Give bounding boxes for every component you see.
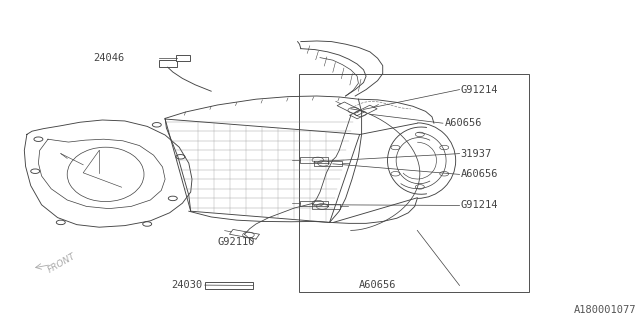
Text: A60656: A60656 <box>445 118 483 128</box>
Text: G92110: G92110 <box>218 236 255 247</box>
FancyBboxPatch shape <box>205 282 253 289</box>
Text: G91214: G91214 <box>461 200 499 211</box>
FancyBboxPatch shape <box>176 55 190 61</box>
Text: G91214: G91214 <box>461 84 499 95</box>
Text: A60656: A60656 <box>358 280 396 291</box>
Text: A180001077: A180001077 <box>574 305 637 315</box>
Text: FRONT: FRONT <box>46 252 77 275</box>
Text: 24046: 24046 <box>93 52 125 63</box>
FancyBboxPatch shape <box>159 60 177 67</box>
Text: 24030: 24030 <box>172 280 203 291</box>
Text: 31937: 31937 <box>461 148 492 159</box>
Text: A60656: A60656 <box>461 169 499 180</box>
Bar <box>299 74 529 292</box>
